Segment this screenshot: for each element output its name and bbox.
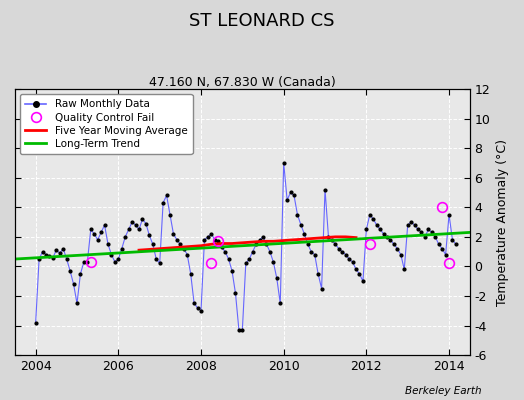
Y-axis label: Temperature Anomaly (°C): Temperature Anomaly (°C) bbox=[496, 138, 509, 306]
Text: ST LEONARD CS: ST LEONARD CS bbox=[189, 12, 335, 30]
Text: Berkeley Earth: Berkeley Earth bbox=[406, 386, 482, 396]
Title: 47.160 N, 67.830 W (Canada): 47.160 N, 67.830 W (Canada) bbox=[149, 76, 336, 89]
Legend: Raw Monthly Data, Quality Control Fail, Five Year Moving Average, Long-Term Tren: Raw Monthly Data, Quality Control Fail, … bbox=[20, 94, 192, 154]
